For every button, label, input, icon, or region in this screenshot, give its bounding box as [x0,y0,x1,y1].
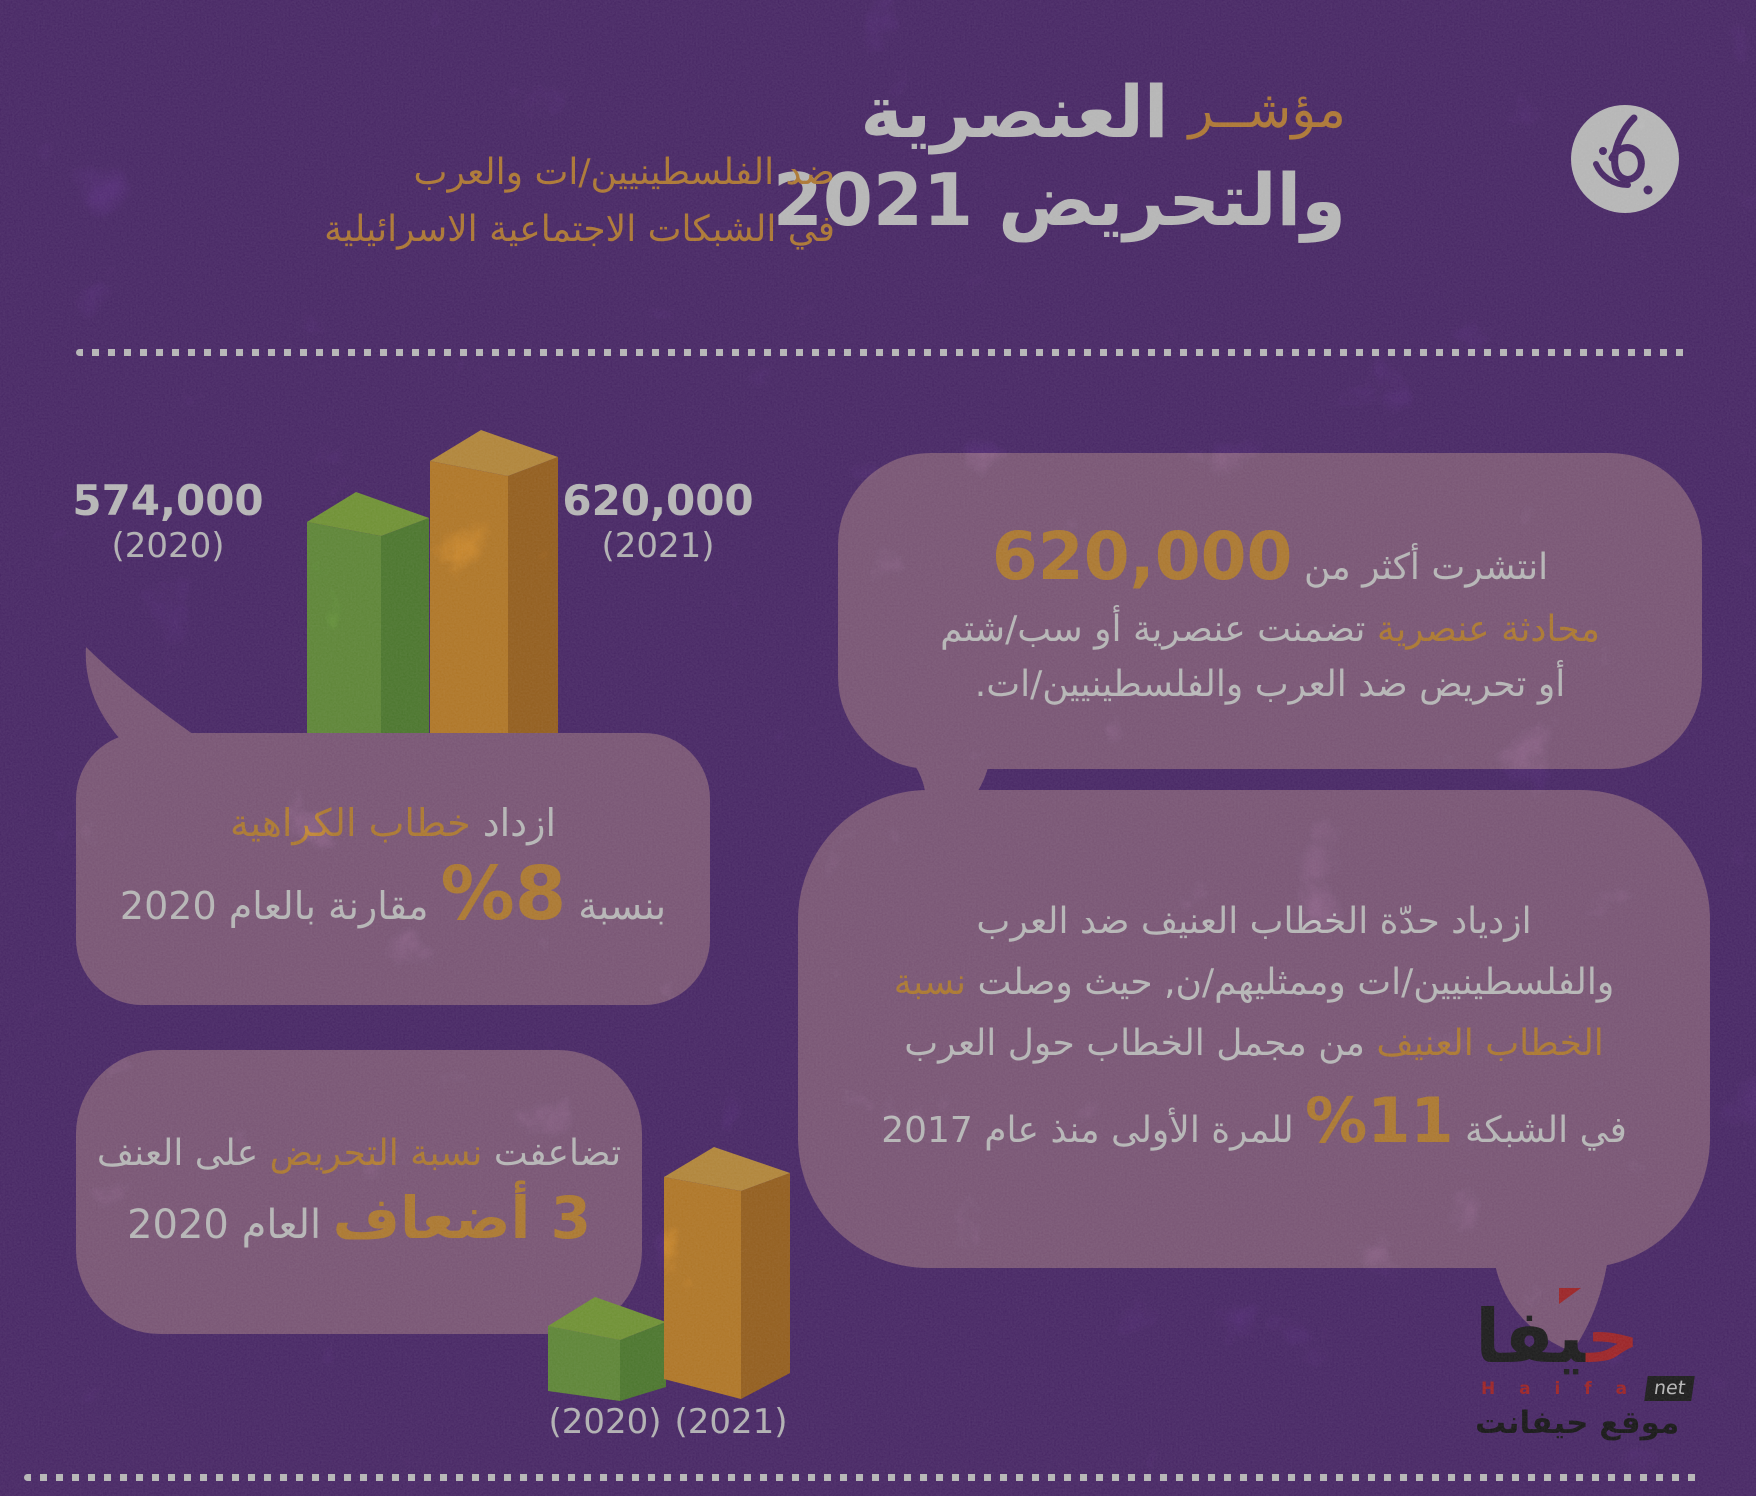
top-chart-right-year: (2021) [601,526,715,566]
bubble-violent-line1: ازدياد حدّة الخطاب العنيف ضد العرب [976,901,1532,942]
speech-bubble-incitement: تضاعفت نسبة التحريض على العنف 3 أضعاف ال… [76,1050,666,1384]
bar-2021-orange-tall [664,1147,790,1399]
bubble-conversations-line3: أو تحريض ضد العرب والفلسطينيين/ات. [974,663,1566,705]
haifa-site-label: موقع حيفانت [1475,1405,1680,1441]
bubble-hate-line1: ازداد خطاب الكراهية [229,801,557,845]
speech-bubble-violent-discourse: ازدياد حدّة الخطاب العنيف ضد العرب والفل… [798,790,1710,1352]
bubble-violent-line3: الخطاب العنيف من مجمل الخطاب حول العرب [904,1023,1604,1064]
subtitle-line2: في الشبكات الاجتماعية الاسرائيلية [324,209,835,250]
hamleh-logo [1571,105,1679,213]
bubble-conversations-line1: انتشرت أكثر من 620,000 [991,517,1549,595]
divider-dots-bottom [24,1474,1698,1481]
haifa-wordmark: حيفا [1475,1294,1640,1380]
haifa-latin-label: H a i f a [1481,1378,1637,1399]
violent-share-percent: 11% [1305,1084,1454,1157]
bubble-incite-line2: 3 أضعاف العام 2020 [127,1183,591,1252]
incitement-multiplier: 3 أضعاف [332,1183,591,1252]
divider-dots-top [76,349,1688,356]
haifa-net-watermark: حيفا H a i f a net موقع حيفانت [1475,1288,1743,1480]
speech-bubble-hate-speech: ازداد خطاب الكراهية بنسبة 8% مقارنة بالع… [76,647,710,1005]
top-chart-left-year: (2020) [111,526,225,566]
page-title: مؤشــر العنصرية [860,70,1346,154]
bubble-violent-line4: في الشبكة 11% للمرة الأولى منذ عام 2017 [881,1084,1627,1157]
haifa-latin-row: H a i f a net [1481,1376,1743,1401]
bar-2020-green-small [548,1297,666,1401]
subtitle: ضد الفلسطينيين/ات والعرب في الشبكات الاج… [324,144,835,258]
speech-bubble-conversations: انتشرت أكثر من 620,000 محادثة عنصرية تضم… [838,453,1702,847]
bubble-incite-line1: تضاعفت نسبة التحريض على العنف [96,1132,622,1174]
hate-increase-percent: 8% [440,851,567,937]
bubble-conversations-line2: محادثة عنصرية تضمنت عنصرية أو سب/شتم [940,608,1600,650]
title-word: العنصرية [860,70,1169,154]
subtitle-line1: ضد الفلسطينيين/ات والعرب [413,152,835,193]
bubble-tail-icon [85,647,200,739]
bubble-violent-line2: والفلسطينيين/ات وممثليهم/ن, حيث وصلت نسب… [893,962,1615,1003]
net-badge: net [1644,1376,1696,1401]
top-chart-right-value: 620,000 [562,476,754,525]
bottom-chart-right-year: (2021) [674,1402,788,1442]
page-title-line2: والتحريض 2021 [772,158,1346,242]
conversations-count: 620,000 [991,517,1293,595]
bottom-chart-left-year: (2020) [548,1402,662,1442]
top-chart-left-value: 574,000 [72,476,264,525]
flag-icon [1559,1288,1581,1304]
bubble-hate-line2: بنسبة 8% مقارنة بالعام 2020 [119,851,667,937]
title-prefix: مؤشــر [1188,80,1346,140]
